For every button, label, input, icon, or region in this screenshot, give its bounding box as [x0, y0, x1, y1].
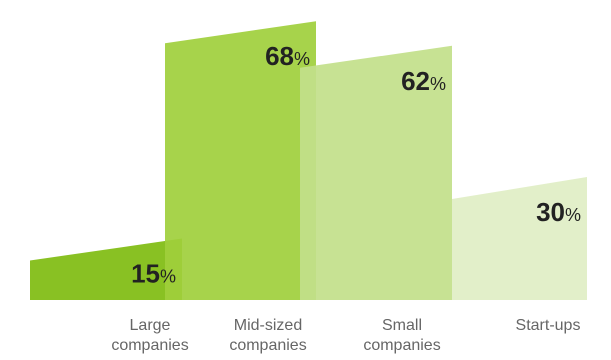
value-label-2: 62%	[401, 66, 446, 96]
category-label-2: Small companies	[363, 317, 440, 354]
value-label-3: 30%	[536, 197, 581, 227]
value-label-1: 68%	[265, 41, 310, 71]
category-label-3: Start-ups	[516, 317, 581, 334]
bars-group	[30, 21, 587, 300]
bar-0	[30, 238, 182, 300]
category-label-0: Large companies	[111, 317, 188, 354]
bar-3	[452, 177, 587, 300]
bar-1	[165, 21, 316, 300]
category-labels-group: Large companies Mid-sized companies Small com…	[111, 317, 580, 354]
category-label-1: Mid-sized companies	[229, 317, 306, 354]
value-label-0: 15%	[131, 259, 176, 289]
bar-2	[300, 45, 452, 300]
value-labels-group: 15% 68% 62% 30%	[131, 41, 581, 288]
